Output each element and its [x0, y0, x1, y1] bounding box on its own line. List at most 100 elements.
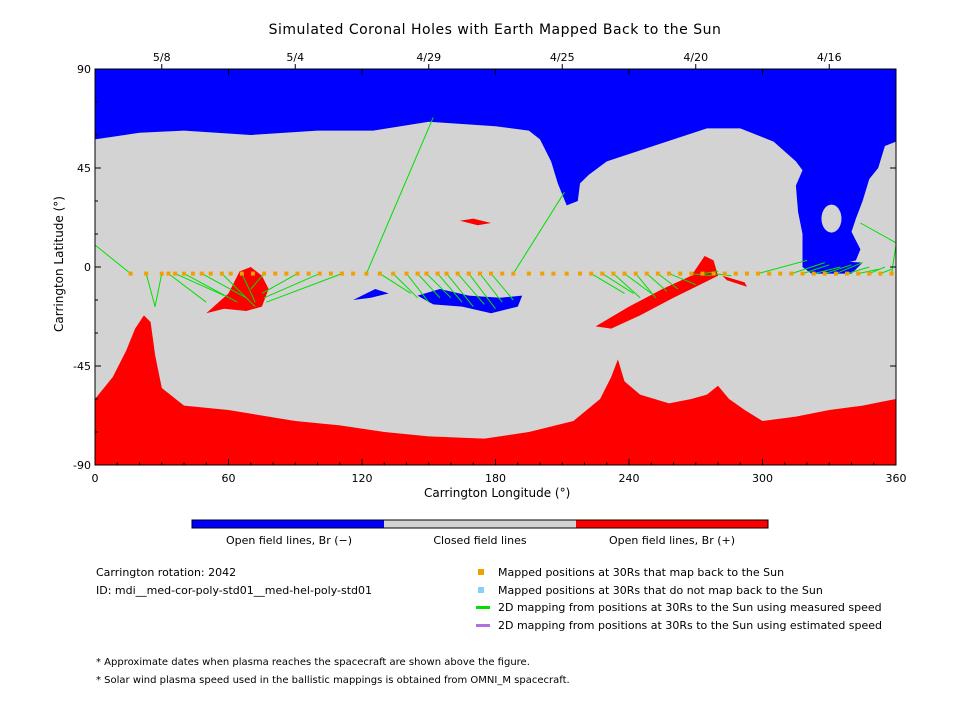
mapping-line	[802, 264, 830, 275]
mapped-point	[744, 271, 749, 276]
mapping-line	[266, 273, 343, 303]
mapping-line	[250, 273, 265, 290]
mapped-point	[800, 271, 805, 276]
mapping-line	[590, 273, 625, 294]
positive-hole-290	[722, 275, 747, 287]
mapping-line	[154, 273, 163, 307]
mapping-line	[263, 273, 320, 299]
mapped-point	[144, 271, 149, 276]
negative-hole-160	[417, 289, 523, 314]
colorbar-positive	[576, 520, 768, 528]
mapping-line	[657, 273, 679, 290]
mapping-line	[869, 266, 886, 275]
mapped-point	[173, 271, 178, 276]
x-tick-label: 120	[352, 472, 373, 485]
mapped-point	[339, 271, 344, 276]
date-label: 4/25	[550, 51, 575, 64]
mapping-line	[813, 266, 841, 275]
mapped-point	[328, 271, 333, 276]
mapped-point	[128, 271, 133, 276]
mapped-point	[219, 271, 224, 276]
mapped-point	[667, 271, 672, 276]
date-label: 4/16	[817, 51, 842, 64]
mapping-line	[635, 273, 657, 299]
mapping-line	[858, 268, 879, 275]
legend-mapped: Mapped positions at 30Rs that map back t…	[498, 566, 785, 579]
mapping-line	[379, 273, 412, 294]
mapped-point	[435, 271, 440, 276]
mapping-line	[468, 273, 496, 310]
field-regions	[95, 69, 896, 465]
mapped-point	[611, 271, 616, 276]
mapped-point	[489, 271, 494, 276]
positive-hole-60	[206, 267, 269, 314]
mapped-point	[166, 271, 171, 276]
mapped-point	[644, 271, 649, 276]
legend-unmapped: Mapped positions at 30Rs that do not map…	[498, 584, 823, 597]
y-axis-label: Carrington Latitude (°)	[52, 196, 66, 332]
x-tick-label: 0	[92, 472, 99, 485]
legend-measured: 2D mapping from positions at 30Rs to the…	[498, 601, 882, 614]
mapped-point	[377, 271, 382, 276]
colorbar-left-label: Open field lines, Br (−)	[225, 534, 353, 547]
id-info: ID: mdi__med-cor-poly-std01__med-hel-pol…	[96, 584, 373, 597]
mapping-line	[891, 244, 897, 274]
mapped-point	[578, 271, 583, 276]
mapped-point	[867, 271, 872, 276]
mapped-point	[733, 271, 738, 276]
mapped-point	[540, 271, 545, 276]
chart-title: Simulated Coronal Holes with Earth Mappe…	[268, 22, 722, 38]
unmapped-marker-icon	[478, 587, 484, 593]
mapped-point	[239, 271, 244, 276]
mapping-line	[791, 262, 825, 275]
mapped-point	[159, 271, 164, 276]
note-dates: * Approximate dates when plasma reaches …	[96, 657, 530, 668]
mapped-point	[182, 271, 186, 276]
colorbar-right-label: Open field lines, Br (+)	[608, 534, 736, 547]
y-tick-label: 45	[77, 162, 91, 175]
mapped-point	[756, 271, 761, 276]
mapped-point	[250, 271, 255, 276]
mapped-point	[789, 271, 794, 276]
positive-hole-240	[595, 256, 718, 329]
mapped-point	[845, 271, 850, 276]
mapping-line	[201, 273, 247, 299]
mapped-point	[600, 271, 605, 276]
mapping-line	[183, 273, 238, 303]
mapped-point	[306, 271, 311, 276]
mapping-line	[713, 273, 732, 277]
mapping-line	[241, 273, 256, 303]
mapped-point	[889, 271, 894, 276]
mapped-point	[364, 271, 369, 276]
mapped-point	[262, 271, 267, 276]
mapping-lines	[94, 117, 897, 310]
mapping-line	[221, 273, 256, 307]
mapped-points	[128, 271, 894, 276]
date-label: 4/29	[416, 51, 441, 64]
mapped-point	[655, 271, 660, 276]
mapping-line	[446, 273, 474, 307]
mapped-point	[767, 271, 772, 276]
mapped-point	[678, 271, 683, 276]
x-tick-label: 180	[485, 472, 506, 485]
mapping-line	[624, 273, 652, 294]
note-speed: * Solar wind plasma speed used in the ba…	[96, 675, 570, 686]
y-tick-label: 0	[84, 261, 91, 274]
mapped-point	[284, 271, 289, 276]
estimated-line-icon	[476, 624, 490, 627]
mapped-point	[564, 271, 569, 276]
mapping-line	[846, 266, 870, 275]
mapped-point	[466, 271, 471, 276]
mapped-point	[878, 271, 883, 276]
north-polar-hole	[95, 69, 896, 267]
mapped-point	[190, 271, 195, 276]
mapped-point	[351, 271, 356, 276]
mapped-point	[500, 271, 505, 276]
colorbar-negative	[192, 520, 384, 528]
mapped-point	[633, 271, 638, 276]
mapped-point	[811, 271, 816, 276]
mapping-line	[365, 117, 434, 274]
x-tick-label: 240	[619, 472, 640, 485]
mapped-point	[526, 271, 531, 276]
